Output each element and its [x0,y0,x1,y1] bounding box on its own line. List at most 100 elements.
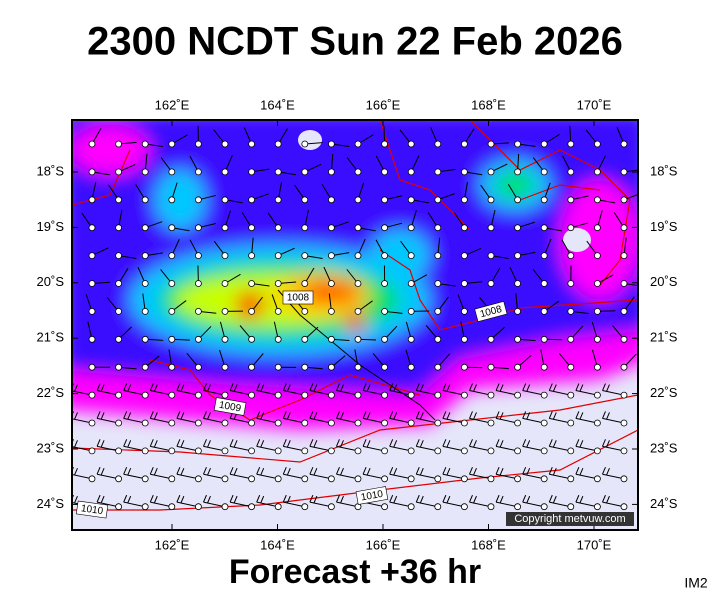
wind-barb [362,439,367,447]
station-dot [434,391,442,399]
station-dot [460,475,468,483]
station-dot [301,196,309,204]
station-dot [354,335,362,343]
map-frame [71,119,639,531]
wind-barb [393,440,398,448]
station-dot [274,307,282,315]
station-dot [221,280,229,287]
station-dot [434,447,442,455]
station-dot [221,307,229,315]
station-dot [115,140,122,148]
station-dot [115,447,122,455]
station-dot [168,196,176,204]
wind-barb [336,439,340,447]
station-dot [620,307,628,315]
station-dot [540,252,548,260]
lat-label: 23˚S [37,440,65,455]
wind-barb [260,468,265,476]
wind-barb [207,440,211,448]
station-dot [567,335,575,343]
wind-barb [469,439,473,447]
station-dot [88,391,96,399]
wind-barb [575,494,580,503]
station-dot [327,447,335,455]
wind-barb [203,439,207,447]
wind-barb [419,412,424,420]
station-dot [168,419,176,427]
wind-barb [176,383,181,391]
station-dot [381,335,389,343]
station-dot [88,196,96,204]
station-dot [194,419,202,427]
station-dot [594,447,601,455]
wind-barb [233,468,238,476]
station-dot [194,503,202,511]
station-dot [354,363,362,371]
station-dot [514,140,521,148]
wind-barb [309,411,314,419]
lon-label: 170˚E [577,537,612,552]
lon-label: 162˚E [155,537,190,552]
station-dot [594,419,601,427]
station-dot [460,503,468,511]
wind-barb [469,467,473,475]
station-dot [487,224,495,232]
lon-label: 162˚E [155,97,190,112]
station-dot [274,196,282,204]
wind-barb [149,411,154,419]
station-dot [381,363,389,371]
wind-barb [606,468,610,476]
wind-barb [602,411,606,419]
station-dot [594,391,601,399]
station-dot [354,252,362,260]
station-dot [141,280,149,287]
wind-barb [207,384,211,392]
contour-label: 1008 [287,293,310,304]
station-dot [620,447,628,455]
wind-barb [336,383,340,391]
station-dot [221,475,229,483]
wind-barb [389,467,394,475]
wind-barb [495,439,500,447]
station-dot [115,196,122,204]
station-dot [381,252,389,260]
station-dot [540,224,548,232]
station-dot [620,280,628,287]
wind-barb [473,468,477,476]
wind-barb [233,495,238,504]
lon-label: 170˚E [577,97,612,112]
station-dot [567,391,575,399]
wind-barb [446,495,451,504]
station-dot [434,168,442,176]
wind-barb [473,440,477,448]
station-dot [274,503,282,511]
wind-barb [74,384,78,392]
station-dot [620,335,628,343]
wind-barb [282,411,287,419]
station-dot [354,280,362,287]
station-dot [407,280,415,287]
station-dot [115,363,122,371]
station-dot [567,280,575,287]
wind-barb [96,439,101,447]
wind-barb [419,440,424,448]
station-dot [514,168,521,176]
station-dot [620,419,628,427]
station-dot [88,335,96,343]
wind-barb [203,383,207,391]
station-dot [301,503,309,511]
station-dot [540,447,548,455]
lat-label: 24˚S [650,496,678,511]
wind-barb [579,495,584,504]
wind-barb [282,494,287,503]
station-dot [115,307,122,315]
station-dot [115,335,122,343]
wind-barb [415,494,420,503]
station-dot [274,280,282,287]
wind-barb [415,411,420,419]
station-dot [221,447,229,455]
station-dot [354,196,362,204]
wind-barb [552,384,557,392]
station-dot [620,196,628,204]
station-dot [381,140,389,148]
